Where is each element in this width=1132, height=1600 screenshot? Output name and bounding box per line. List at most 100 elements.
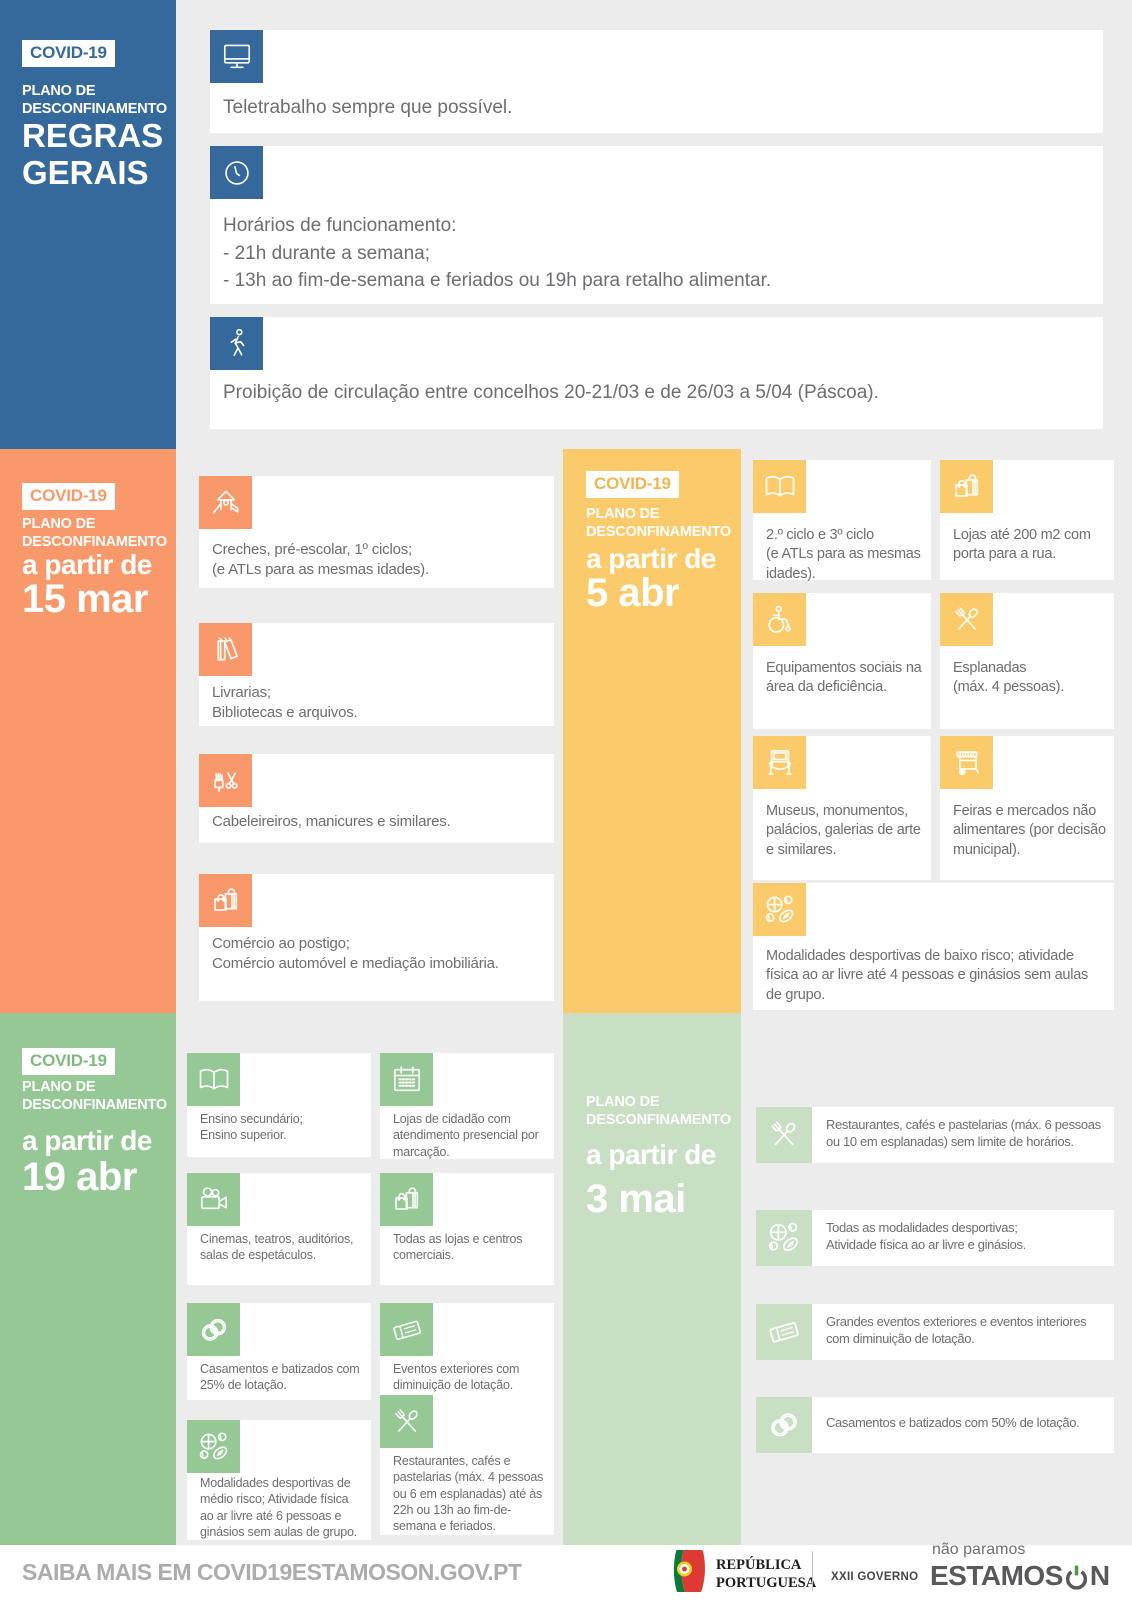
plano-label: PLANO DE DESCONFINAMENTO (22, 1079, 167, 1114)
rule-text: Feiras e mercados não alimentares (por d… (953, 803, 1106, 858)
regras-gerais-header: COVID-19 PLANO DE DESCONFINAMENTO REGRAS… (0, 0, 176, 449)
museum-icon (753, 736, 806, 789)
mai3-header (563, 1013, 741, 1545)
power-icon (1065, 1565, 1087, 1590)
footer (0, 1545, 1132, 1600)
rule-card-circulacao: Proibição de circulação entre concelhos … (210, 317, 1103, 429)
covid-badge: COVID-19 (22, 40, 115, 67)
reopen-card-desporto-baixo-risco: Modalidades desportivas de baixo risco; … (753, 883, 1114, 1010)
portuguese-flag-icon (673, 1550, 705, 1592)
rule-text: Todas as lojas e centros comerciais. (393, 1232, 523, 1263)
covid-badge: COVID-19 (586, 471, 679, 498)
date-prefix: a partir de (586, 1139, 716, 1170)
more-info-url: SAIBA MAIS EM COVID19ESTAMOSON.GOV.PT (22, 1559, 522, 1585)
playground-icon (199, 476, 252, 529)
date-5-abr: 5 abr (586, 571, 680, 615)
ticket-icon (756, 1304, 812, 1360)
reopen-card-feiras: Feiras e mercados não alimentares (por d… (940, 736, 1114, 880)
rule-text: Casamentos e batizados com 50% de lotaçã… (826, 1415, 1080, 1430)
rule-card-teletrabalho: Teletrabalho sempre que possível. (210, 30, 1103, 133)
reopen-card-equipamentos: Equipamentos sociais na área da deficiên… (753, 593, 931, 729)
shopping-bags-icon (940, 460, 993, 513)
shopping-bags-icon (380, 1173, 433, 1226)
rule-text: Livrarias; Bibliotecas e arquivos. (212, 684, 358, 722)
date-19-abr: 19 abr (22, 1155, 137, 1199)
reopen-card-cinemas: Cinemas, teatros, auditórios, salas de e… (187, 1173, 371, 1285)
calendar-icon (380, 1053, 433, 1106)
rule-card-horarios: Horários de funcionamento: - 21h durante… (210, 146, 1103, 304)
wedding-rings-icon (187, 1303, 240, 1356)
abr5-header (563, 449, 741, 1013)
rule-text: Creches, pré-escolar, 1º ciclos; (e ATLs… (212, 541, 429, 579)
republica-portuguesa-label: REPÚBLICA PORTUGUESA (716, 1557, 817, 1592)
clock-icon (210, 146, 263, 199)
monitor-icon (210, 30, 263, 83)
rule-text: Lojas até 200 m2 com porta para a rua. (953, 527, 1091, 563)
reopen-card-eventos-exteriores: Eventos exteriores com diminuição de lot… (380, 1303, 554, 1400)
open-book-icon (753, 460, 806, 513)
mar15-header (0, 449, 176, 1013)
footer-divider (812, 1551, 813, 1591)
rule-text: Cinemas, teatros, auditórios, salas de e… (200, 1232, 354, 1263)
cutlery-icon (380, 1395, 433, 1448)
cutlery-icon (756, 1107, 812, 1163)
plano-label: PLANO DE DESCONFINAMENTO (22, 83, 167, 118)
rule-text: Eventos exteriores com diminuição de lot… (393, 1362, 520, 1393)
plano-label: PLANO DE DESCONFINAMENTO (22, 516, 167, 551)
rule-text: Modalidades desportivas de médio risco; … (200, 1476, 357, 1539)
rule-text: Teletrabalho sempre que possível. (223, 97, 513, 118)
date-prefix: a partir de (22, 549, 152, 580)
rule-text: Lojas de cidadão com atendimento presenc… (393, 1112, 539, 1159)
rule-text: Grandes eventos exteriores e eventos int… (826, 1314, 1087, 1346)
walking-person-icon (210, 317, 263, 370)
estamos-on-tagline: não paramos (932, 1541, 1026, 1558)
rule-text: Cabeleireiros, manicures e similares. (212, 813, 451, 830)
brand-text-left: ESTAMOS (930, 1560, 1063, 1591)
rule-text: Restaurantes, cafés e pastelarias (máx. … (826, 1117, 1101, 1149)
reopen-card-museus: Museus, monumentos, palácios, galerias d… (753, 736, 931, 880)
rule-text: Equipamentos sociais na área da deficiên… (766, 660, 922, 696)
reopen-card-comercio: Comércio ao postigo; Comércio automóvel … (199, 874, 554, 1001)
date-prefix: a partir de (586, 543, 716, 574)
reopen-card-todas-modalidades: Todas as modalidades desportivas; Ativid… (756, 1210, 1114, 1266)
reopen-card-casamentos-25: Casamentos e batizados com 25% de lotaçã… (187, 1303, 371, 1400)
rule-text: 2.º ciclo e 3º ciclo (e ATLs para as mes… (766, 527, 921, 582)
abr19-header (0, 1013, 176, 1545)
rule-text: Todas as modalidades desportivas; Ativid… (826, 1220, 1026, 1252)
rule-text: Comércio ao postigo; Comércio automóvel … (212, 935, 499, 973)
rule-text: Casamentos e batizados com 25% de lotaçã… (200, 1362, 360, 1393)
hairdresser-icon (199, 754, 252, 807)
video-camera-icon (187, 1173, 240, 1226)
reopen-card-desporto-medio-risco: Modalidades desportivas de médio risco; … (187, 1420, 371, 1540)
sports-balls-icon (756, 1210, 812, 1266)
reopen-card-livrarias: Livrarias; Bibliotecas e arquivos. (199, 623, 554, 726)
estamos-on-logo: ESTAMOS N (930, 1560, 1110, 1592)
governo-label: XXII GOVERNO (831, 1571, 919, 1583)
shopping-bags-icon (199, 874, 252, 927)
books-icon (199, 623, 252, 676)
plano-label: PLANO DE DESCONFINAMENTO (586, 1094, 731, 1129)
plano-label: PLANO DE DESCONFINAMENTO (586, 506, 731, 541)
rule-text: Museus, monumentos, palácios, galerias d… (766, 803, 921, 858)
reopen-card-lojas-cidadao: Lojas de cidadão com atendimento presenc… (380, 1053, 554, 1159)
reopen-card-cabeleireiros: Cabeleireiros, manicures e similares. (199, 754, 554, 843)
sports-balls-icon (187, 1420, 240, 1473)
rule-text: Restaurantes, cafés e pastelarias (máx. … (393, 1454, 544, 1533)
brand-text-right: N (1089, 1560, 1110, 1591)
page-title: REGRAS GERAIS (22, 117, 164, 191)
reopen-card-restaurantes-sem-limite: Restaurantes, cafés e pastelarias (máx. … (756, 1107, 1114, 1163)
reopen-card-grandes-eventos: Grandes eventos exteriores e eventos int… (756, 1304, 1114, 1360)
covid-badge: COVID-19 (22, 1048, 115, 1075)
ticket-icon (380, 1303, 433, 1356)
date-3-mai: 3 mai (586, 1177, 686, 1221)
market-stall-icon (940, 736, 993, 789)
rule-text: Proibição de circulação entre concelhos … (223, 382, 879, 403)
rule-text: Modalidades desportivas de baixo risco; … (766, 948, 1089, 1003)
reopen-card-ensino: Ensino secundário; Ensino superior. (187, 1053, 371, 1157)
rule-text: Ensino secundário; Ensino superior. (200, 1112, 303, 1143)
rule-text: Horários de funcionamento: - 21h durante… (223, 215, 772, 292)
reopen-card-restaurantes-22h: Restaurantes, cafés e pastelarias (máx. … (380, 1395, 554, 1535)
date-prefix: a partir de (22, 1125, 152, 1156)
reopen-card-creches: Creches, pré-escolar, 1º ciclos; (e ATLs… (199, 476, 554, 588)
reopen-card-casamentos-50: Casamentos e batizados com 50% de lotaçã… (756, 1397, 1114, 1453)
